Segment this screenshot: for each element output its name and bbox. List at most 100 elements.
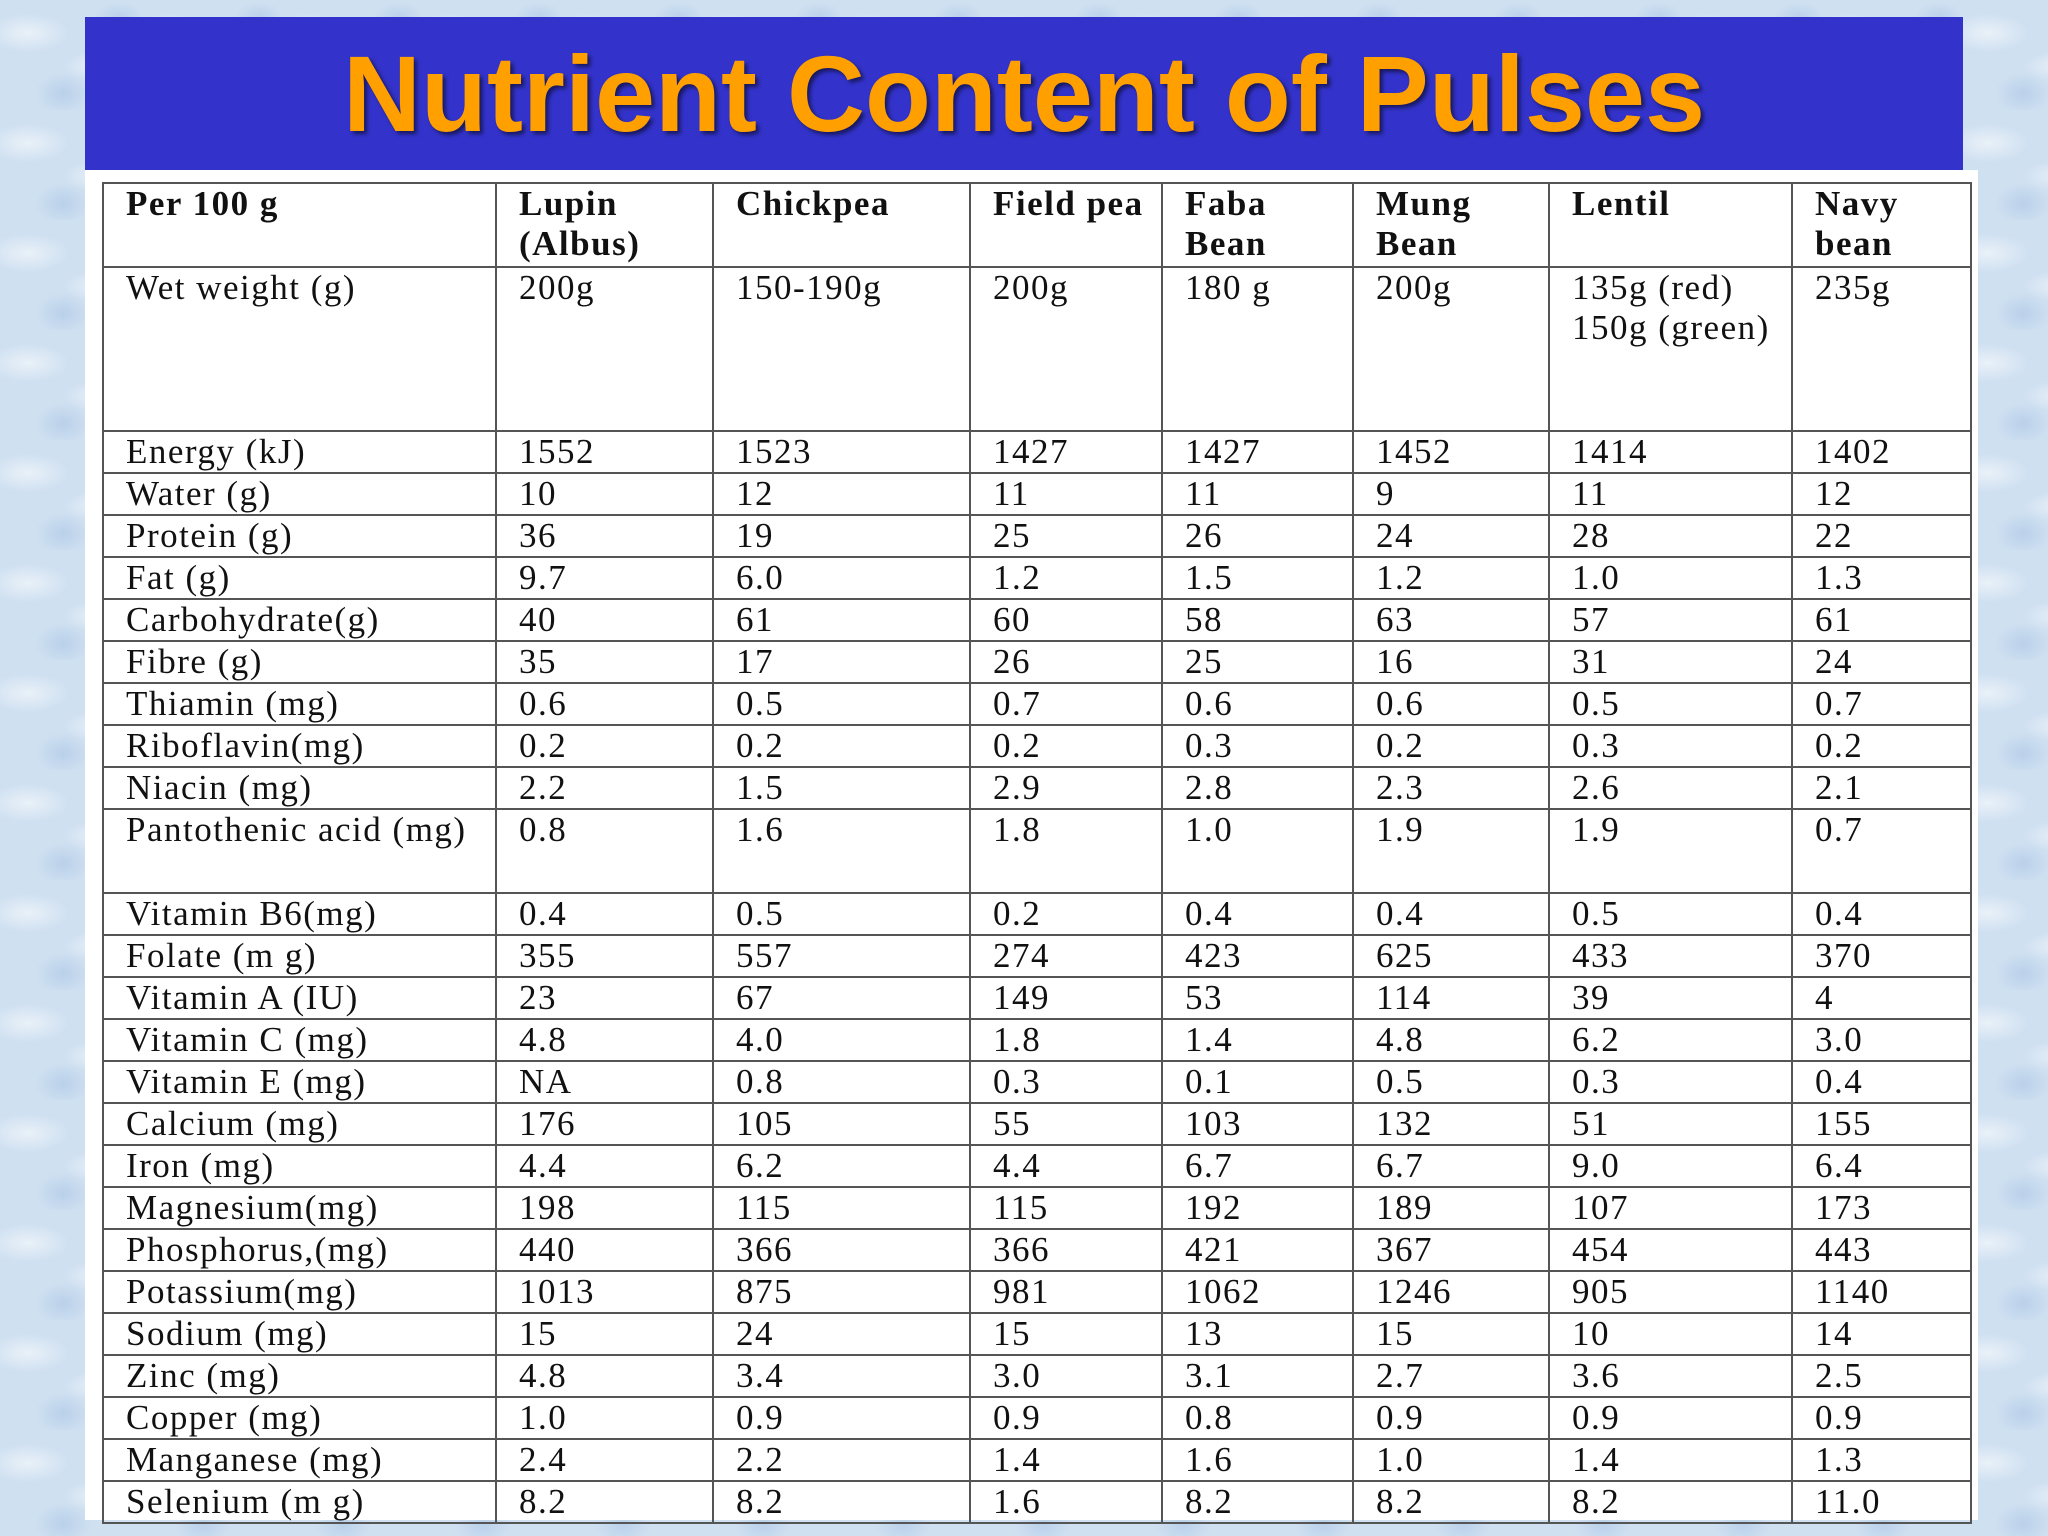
table-cell: 2.9 bbox=[969, 766, 1163, 810]
table-row: Vitamin E (mg) NA 0.8 0.3 0.1 0.5 0.3 0.4 bbox=[102, 1060, 1972, 1104]
table-cell: 51 bbox=[1548, 1102, 1793, 1146]
table-cell: 105 bbox=[712, 1102, 971, 1146]
table-cell: 0.1 bbox=[1161, 1060, 1354, 1104]
table-row: Manganese (mg) 2.4 2.2 1.4 1.6 1.0 1.4 1.3 bbox=[102, 1438, 1972, 1482]
table-cell: 0.4 bbox=[495, 892, 714, 936]
row-label: Potassium(mg) bbox=[102, 1270, 497, 1314]
table-cell: 149 bbox=[969, 976, 1163, 1020]
table-cell: 2.1 bbox=[1791, 766, 1972, 810]
table-cell: 1246 bbox=[1352, 1270, 1550, 1314]
table-cell: 981 bbox=[969, 1270, 1163, 1314]
header-cell: Per 100 g bbox=[102, 182, 497, 268]
table-cell: 0.5 bbox=[712, 892, 971, 936]
table-cell: 8.2 bbox=[712, 1480, 971, 1524]
table-cell: 39 bbox=[1548, 976, 1793, 1020]
table-cell: 198 bbox=[495, 1186, 714, 1230]
table-cell: 2.3 bbox=[1352, 766, 1550, 810]
title-banner: Nutrient Content of Pulses bbox=[85, 17, 1963, 170]
table-cell: 0.5 bbox=[712, 682, 971, 726]
table-cell: 1523 bbox=[712, 430, 971, 474]
table-row: Protein (g) 36 19 25 26 24 28 22 bbox=[102, 514, 1972, 558]
table-row: Phosphorus,(mg) 440 366 366 421 367 454 443 bbox=[102, 1228, 1972, 1272]
table-cell: 63 bbox=[1352, 598, 1550, 642]
table-cell: 423 bbox=[1161, 934, 1354, 978]
table-cell: 0.9 bbox=[1548, 1396, 1793, 1440]
table-cell: 433 bbox=[1548, 934, 1793, 978]
table-cell: 0.5 bbox=[1352, 1060, 1550, 1104]
table-cell: 0.9 bbox=[1791, 1396, 1972, 1440]
table-cell: 11 bbox=[1548, 472, 1793, 516]
table-cell: 9.7 bbox=[495, 556, 714, 600]
row-label: Riboflavin(mg) bbox=[102, 724, 497, 768]
table-row: Sodium (mg) 15 24 15 13 15 10 14 bbox=[102, 1312, 1972, 1356]
table-row: Riboflavin(mg) 0.2 0.2 0.2 0.3 0.2 0.3 0.2 bbox=[102, 724, 1972, 768]
table-row: Thiamin (mg) 0.6 0.5 0.7 0.6 0.6 0.5 0.7 bbox=[102, 682, 1972, 726]
table-cell: 366 bbox=[712, 1228, 971, 1272]
table-cell: 1.4 bbox=[969, 1438, 1163, 1482]
table-cell: 1552 bbox=[495, 430, 714, 474]
table-cell: 0.9 bbox=[969, 1396, 1163, 1440]
row-label: Magnesium(mg) bbox=[102, 1186, 497, 1230]
table-cell: 15 bbox=[969, 1312, 1163, 1356]
table-cell: 1.8 bbox=[969, 1018, 1163, 1062]
table-cell: 10 bbox=[1548, 1312, 1793, 1356]
page-title: Nutrient Content of Pulses bbox=[342, 33, 1706, 154]
table-body: Wet weight (g) 200g 150-190g 200g 180 g 200g 1… bbox=[102, 266, 1972, 1524]
row-label: Fibre (g) bbox=[102, 640, 497, 684]
table-cell: 0.9 bbox=[1352, 1396, 1550, 1440]
table-cell: 0.2 bbox=[712, 724, 971, 768]
row-label: Thiamin (mg) bbox=[102, 682, 497, 726]
table-cell: 0.3 bbox=[1161, 724, 1354, 768]
table-cell: 4.8 bbox=[495, 1354, 714, 1398]
table-cell: 1.6 bbox=[1161, 1438, 1354, 1482]
table-cell: 6.2 bbox=[712, 1144, 971, 1188]
table-cell: 0.4 bbox=[1352, 892, 1550, 936]
table-cell: 1.0 bbox=[1352, 1438, 1550, 1482]
table-cell: 132 bbox=[1352, 1102, 1550, 1146]
table-cell: 24 bbox=[1791, 640, 1972, 684]
table-cell: 905 bbox=[1548, 1270, 1793, 1314]
row-label: Niacin (mg) bbox=[102, 766, 497, 810]
row-label: Phosphorus,(mg) bbox=[102, 1228, 497, 1272]
table-cell: 53 bbox=[1161, 976, 1354, 1020]
table-cell: 4.8 bbox=[495, 1018, 714, 1062]
table-cell: 1427 bbox=[969, 430, 1163, 474]
table-cell: 9 bbox=[1352, 472, 1550, 516]
table-cell: 3.4 bbox=[712, 1354, 971, 1398]
table-cell: 2.4 bbox=[495, 1438, 714, 1482]
table-cell: 3.0 bbox=[969, 1354, 1163, 1398]
table-cell: 1.2 bbox=[969, 556, 1163, 600]
table-cell: 12 bbox=[712, 472, 971, 516]
table-cell: 1062 bbox=[1161, 1270, 1354, 1314]
table-cell: 11 bbox=[969, 472, 1163, 516]
table-cell: 8.2 bbox=[1161, 1480, 1354, 1524]
table-cell: 1427 bbox=[1161, 430, 1354, 474]
table-cell: 8.2 bbox=[495, 1480, 714, 1524]
table-cell: 557 bbox=[712, 934, 971, 978]
table-cell: 3.1 bbox=[1161, 1354, 1354, 1398]
table-cell: 23 bbox=[495, 976, 714, 1020]
table-cell: 8.2 bbox=[1352, 1480, 1550, 1524]
table-cell: 60 bbox=[969, 598, 1163, 642]
table-row: Vitamin C (mg) 4.8 4.0 1.8 1.4 4.8 6.2 3.0 bbox=[102, 1018, 1972, 1062]
table-cell: 0.3 bbox=[969, 1060, 1163, 1104]
table-cell: 0.7 bbox=[1791, 808, 1972, 894]
table-cell: 454 bbox=[1548, 1228, 1793, 1272]
table-cell: 0.6 bbox=[1161, 682, 1354, 726]
table-cell: 0.6 bbox=[1352, 682, 1550, 726]
table-cell: 35 bbox=[495, 640, 714, 684]
table-cell: 355 bbox=[495, 934, 714, 978]
table-cell: 0.4 bbox=[1791, 1060, 1972, 1104]
table-cell: 26 bbox=[1161, 514, 1354, 558]
table-row: Iron (mg) 4.4 6.2 4.4 6.7 6.7 9.0 6.4 bbox=[102, 1144, 1972, 1188]
table-cell: 6.7 bbox=[1161, 1144, 1354, 1188]
table-row: Vitamin A (IU) 23 67 149 53 114 39 4 bbox=[102, 976, 1972, 1020]
table-row: Folate (m g) 355 557 274 423 625 433 370 bbox=[102, 934, 1972, 978]
table-cell: 1402 bbox=[1791, 430, 1972, 474]
table-cell: 235g bbox=[1791, 266, 1972, 432]
table-row: Fat (g) 9.7 6.0 1.2 1.5 1.2 1.0 1.3 bbox=[102, 556, 1972, 600]
table-cell: 1452 bbox=[1352, 430, 1550, 474]
table-cell: 1.5 bbox=[712, 766, 971, 810]
row-label: Manganese (mg) bbox=[102, 1438, 497, 1482]
table-cell: 24 bbox=[712, 1312, 971, 1356]
